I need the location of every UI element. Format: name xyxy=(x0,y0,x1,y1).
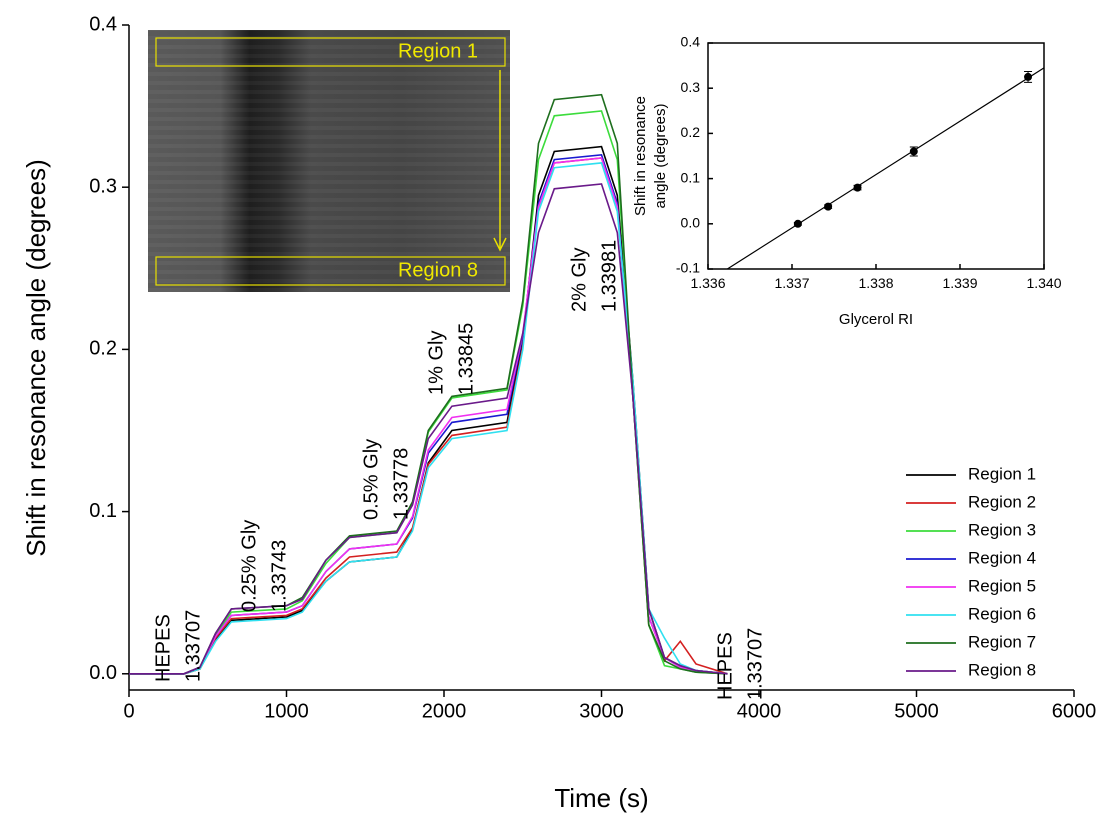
image-texture xyxy=(148,30,510,292)
region-label: Region 8 xyxy=(398,259,478,281)
legend-label: Region 1 xyxy=(968,464,1036,483)
annotation: 0.25% Gly xyxy=(238,520,260,612)
legend-label: Region 2 xyxy=(968,492,1036,511)
data-point xyxy=(1024,72,1033,81)
x-tick-label: 4000 xyxy=(737,700,782,722)
x-tick-label: 1.338 xyxy=(858,275,893,291)
y-axis-label: Shift in resonance xyxy=(632,96,649,216)
x-tick-label: 3000 xyxy=(579,700,624,722)
annotation: 1% Gly xyxy=(425,331,447,395)
annotation: HEPES xyxy=(714,632,736,700)
annotation: 1.33845 xyxy=(455,323,477,395)
y-tick-label: -0.1 xyxy=(676,260,700,276)
y-tick-label: 0.0 xyxy=(89,662,117,684)
data-point xyxy=(853,183,862,192)
x-tick-label: 5000 xyxy=(894,700,939,722)
legend-label: Region 3 xyxy=(968,520,1036,539)
y-tick-label: 0.2 xyxy=(681,124,701,140)
x-axis-label: Time (s) xyxy=(554,783,648,813)
y-axis-label: Shift in resonance angle (degrees) xyxy=(21,159,51,556)
x-tick-label: 1.340 xyxy=(1026,275,1061,291)
y-tick-label: 0.2 xyxy=(89,338,117,360)
data-point xyxy=(824,202,833,211)
annotation: 1.33707 xyxy=(182,610,204,682)
region-label: Region 1 xyxy=(398,40,478,62)
inset-chart: 1.336 1.337 1.338 1.339 1.340 -0.1 0.0 0.1 0.2 0.… xyxy=(632,34,1062,328)
y-tick-label: 0.4 xyxy=(89,13,117,35)
annotation: 1.33778 xyxy=(390,448,412,520)
annotation: 0.5% Gly xyxy=(360,439,382,520)
arrow-head xyxy=(493,237,507,252)
main-chart: 0 1000 2000 3000 4000 5000 6000 0.0 0.1 0.2 0.3 0.4… xyxy=(21,13,1096,813)
y-tick-label: 0.1 xyxy=(89,500,117,522)
legend-label: Region 4 xyxy=(968,548,1036,567)
y-tick-label: 0.3 xyxy=(89,175,117,197)
y-tick-label: 0.0 xyxy=(681,215,701,231)
fit-line xyxy=(726,67,1045,270)
y-tick-label: 0.1 xyxy=(681,169,701,185)
legend-label: Region 5 xyxy=(968,576,1036,595)
y-tick-label: 0.4 xyxy=(681,34,701,50)
data-point xyxy=(793,219,802,228)
plot-frame xyxy=(707,42,1045,270)
series-line xyxy=(129,183,728,675)
region-box xyxy=(155,256,506,286)
legend-label: Region 6 xyxy=(968,604,1036,623)
x-tick-label: 1.336 xyxy=(690,275,725,291)
x-axis-label: Glycerol RI xyxy=(839,311,913,328)
legend-label: Region 7 xyxy=(968,632,1036,651)
legend-label: Region 8 xyxy=(968,660,1036,679)
y-axis-label: angle (degrees) xyxy=(652,103,669,208)
data-point xyxy=(909,147,918,156)
annotation: 1.33981 xyxy=(598,240,620,312)
x-tick-label: 0 xyxy=(123,700,134,722)
annotation: 2% Gly xyxy=(568,248,590,312)
annotation: 1.33707 xyxy=(744,628,766,700)
x-tick-label: 1.339 xyxy=(942,275,977,291)
x-tick-label: 6000 xyxy=(1052,700,1097,722)
annotation: HEPES xyxy=(152,614,174,682)
region-box xyxy=(155,37,506,67)
image-inset: Region 1 Region 8 xyxy=(148,30,510,292)
x-tick-label: 1000 xyxy=(264,700,309,722)
x-tick-label: 1.337 xyxy=(774,275,809,291)
annotation: 1.33743 xyxy=(268,540,290,612)
x-tick-label: 2000 xyxy=(422,700,467,722)
y-tick-label: 0.3 xyxy=(681,79,701,95)
